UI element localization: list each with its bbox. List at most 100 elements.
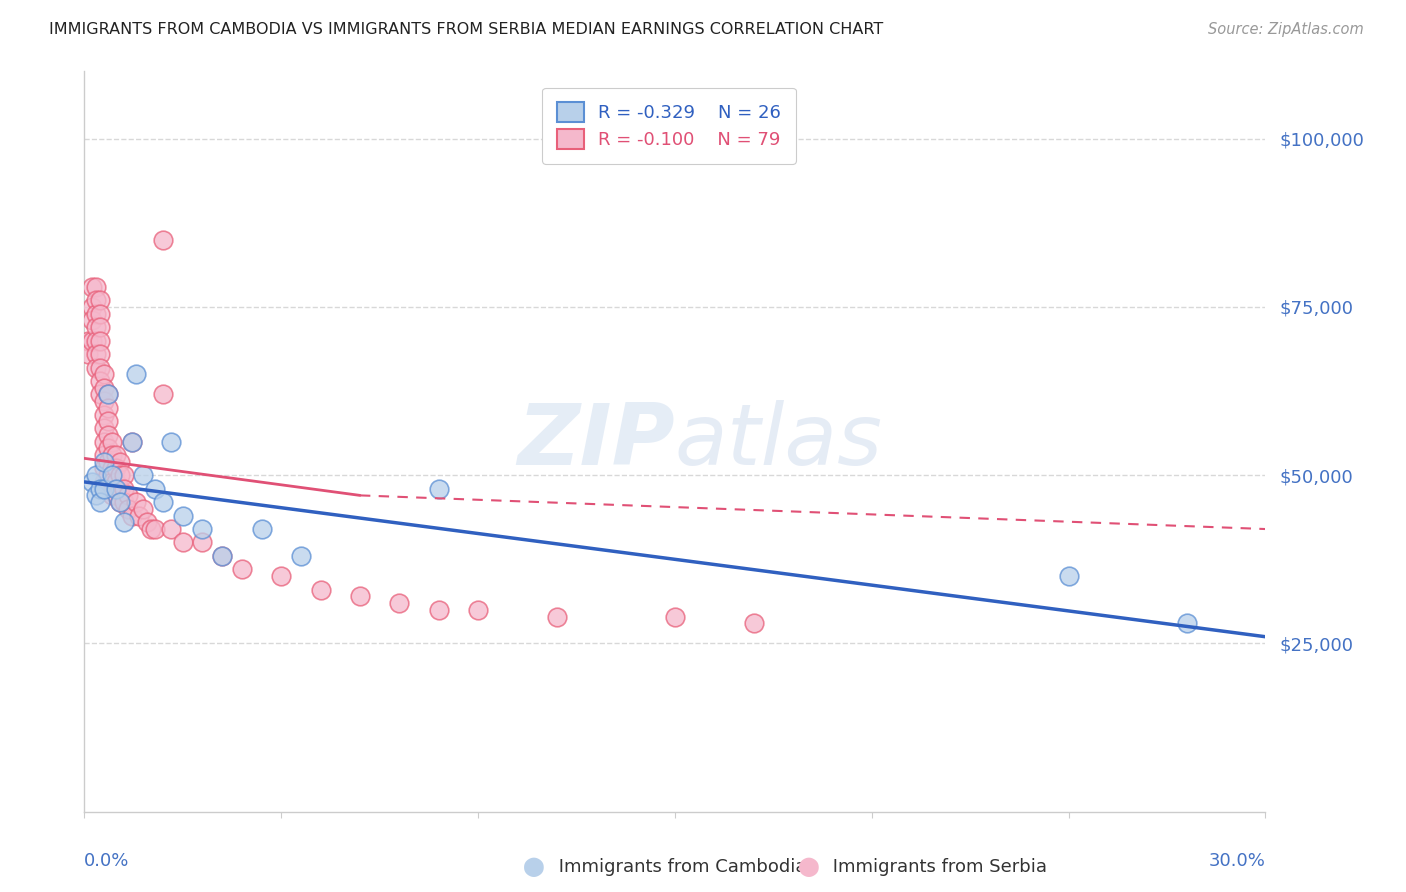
Text: 30.0%: 30.0% <box>1209 853 1265 871</box>
Point <box>101 488 124 502</box>
Point <box>172 508 194 523</box>
Point <box>132 468 155 483</box>
Point <box>108 455 131 469</box>
Point <box>89 320 111 334</box>
Point <box>664 609 686 624</box>
Point <box>121 434 143 449</box>
Point <box>101 475 124 489</box>
Point <box>141 522 163 536</box>
Point <box>124 495 146 509</box>
Point <box>93 394 115 409</box>
Point <box>89 374 111 388</box>
Point <box>211 549 233 563</box>
Point <box>270 569 292 583</box>
Legend: R = -0.329    N = 26, R = -0.100    N = 79: R = -0.329 N = 26, R = -0.100 N = 79 <box>543 87 796 163</box>
Point <box>132 501 155 516</box>
Point <box>250 522 273 536</box>
Point <box>89 387 111 401</box>
Point <box>546 609 568 624</box>
Point <box>427 603 450 617</box>
Point <box>309 582 332 597</box>
Point <box>93 421 115 435</box>
Point <box>82 313 104 327</box>
Point <box>172 535 194 549</box>
Text: ZIP: ZIP <box>517 400 675 483</box>
Point <box>143 522 166 536</box>
Point <box>108 495 131 509</box>
Point <box>152 233 174 247</box>
Point <box>104 461 127 475</box>
Point <box>97 387 120 401</box>
Point <box>231 562 253 576</box>
Point <box>89 347 111 361</box>
Point <box>101 468 124 483</box>
Point <box>349 590 371 604</box>
Point <box>104 475 127 489</box>
Point <box>211 549 233 563</box>
Text: atlas: atlas <box>675 400 883 483</box>
Point <box>290 549 312 563</box>
Point <box>93 482 115 496</box>
Point <box>121 434 143 449</box>
Point <box>1057 569 1080 583</box>
Point <box>77 334 100 348</box>
Point <box>82 475 104 489</box>
Point <box>117 488 139 502</box>
Point <box>82 334 104 348</box>
Point <box>93 434 115 449</box>
Text: Immigrants from Cambodia: Immigrants from Cambodia <box>553 858 806 876</box>
Point <box>97 442 120 456</box>
Point <box>93 381 115 395</box>
Point <box>160 434 183 449</box>
Point <box>427 482 450 496</box>
Point <box>108 468 131 483</box>
Point <box>93 461 115 475</box>
Point <box>84 293 107 308</box>
Point <box>160 522 183 536</box>
Point <box>388 596 411 610</box>
Point <box>84 347 107 361</box>
Text: ⬤: ⬤ <box>797 857 820 877</box>
Point <box>77 347 100 361</box>
Point <box>112 516 135 530</box>
Point <box>112 482 135 496</box>
Point <box>97 427 120 442</box>
Point <box>104 448 127 462</box>
Point <box>1175 616 1198 631</box>
Point <box>152 495 174 509</box>
Point <box>89 293 111 308</box>
Point <box>89 307 111 321</box>
Point <box>93 455 115 469</box>
Point <box>117 501 139 516</box>
Point <box>93 448 115 462</box>
Point <box>112 495 135 509</box>
Point <box>97 387 120 401</box>
Point <box>84 307 107 321</box>
Point <box>191 535 214 549</box>
Point <box>143 482 166 496</box>
Point <box>467 603 489 617</box>
Point <box>101 461 124 475</box>
Point <box>84 360 107 375</box>
Point <box>128 508 150 523</box>
Point <box>152 387 174 401</box>
Point <box>742 616 765 631</box>
Text: 0.0%: 0.0% <box>84 853 129 871</box>
Point <box>97 414 120 428</box>
Point <box>89 360 111 375</box>
Point <box>84 320 107 334</box>
Point <box>82 279 104 293</box>
Point <box>84 334 107 348</box>
Point <box>89 495 111 509</box>
Point <box>93 475 115 489</box>
Point <box>89 482 111 496</box>
Point <box>84 468 107 483</box>
Point <box>124 368 146 382</box>
Point <box>191 522 214 536</box>
Point <box>108 482 131 496</box>
Point <box>108 495 131 509</box>
Point <box>97 401 120 415</box>
Text: Immigrants from Serbia: Immigrants from Serbia <box>827 858 1046 876</box>
Point <box>104 482 127 496</box>
Text: Source: ZipAtlas.com: Source: ZipAtlas.com <box>1208 22 1364 37</box>
